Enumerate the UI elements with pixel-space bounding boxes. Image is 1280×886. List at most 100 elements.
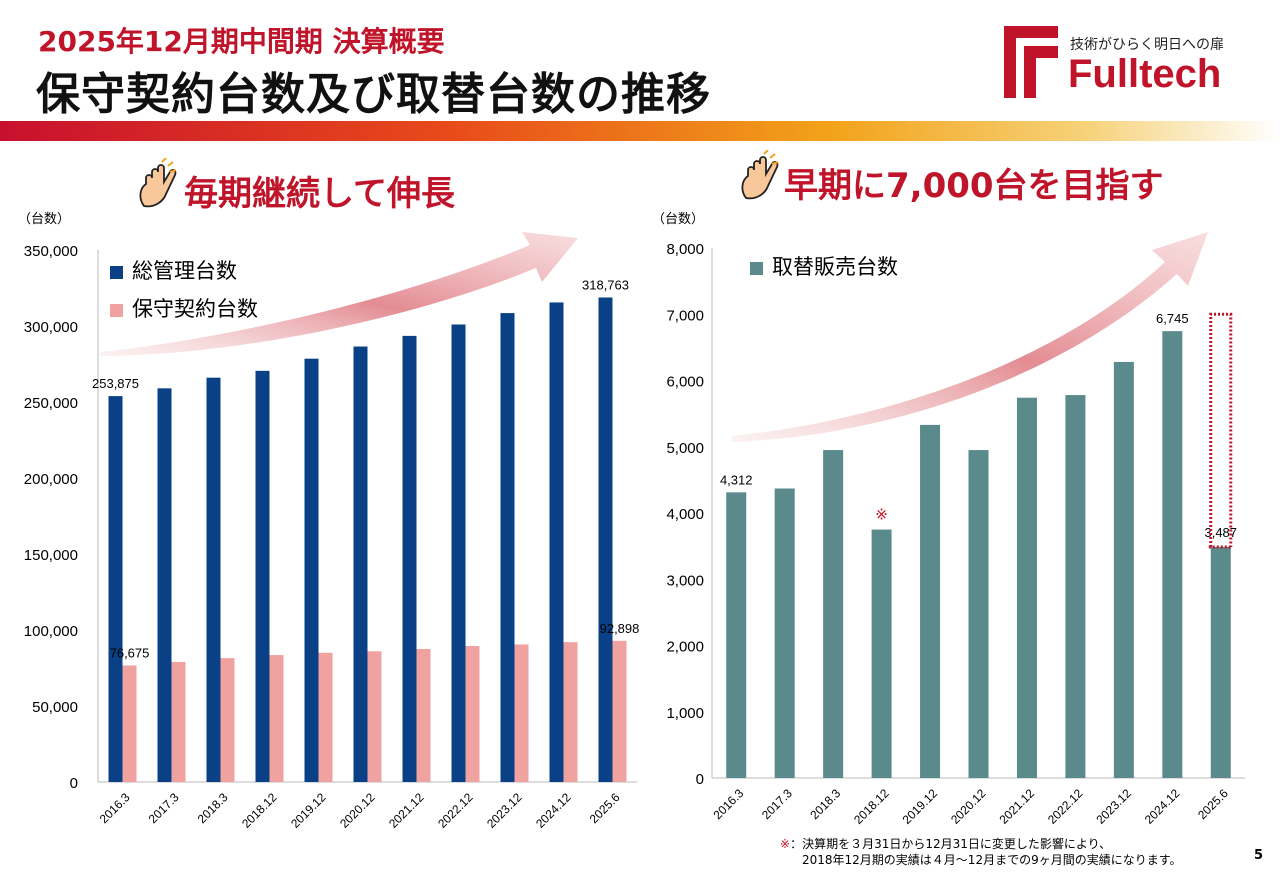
x-tick-label: 2018.12: [851, 786, 892, 827]
x-tick-label: 2022.12: [435, 790, 476, 831]
y-tick-label: 150,000: [24, 547, 78, 564]
bar-series-b: [318, 652, 333, 782]
y-tick-label: 8,000: [666, 241, 704, 258]
bar-series-a: [206, 377, 221, 782]
x-tick-label: 2023.12: [1093, 786, 1134, 827]
legend-swatch: [750, 262, 763, 275]
x-tick-label: 2019.12: [900, 786, 941, 827]
page-title: 保守契約台数及び取替台数の推移: [36, 69, 711, 120]
legend-swatch: [110, 266, 123, 279]
bar-series-b: [465, 645, 480, 782]
y-tick-label: 7,000: [666, 307, 704, 324]
x-tick-label: 2018.3: [807, 786, 843, 822]
bar-series-b: [416, 649, 431, 782]
bar-series-a: [823, 450, 844, 778]
bar-series-b: [220, 658, 235, 782]
bar-series-a: [402, 335, 417, 782]
y-tick-label: 1,000: [666, 705, 704, 722]
x-tick-label: 2020.12: [948, 786, 989, 827]
bar-series-a: [920, 424, 941, 778]
bar-series-a: [1162, 331, 1183, 778]
x-tick-label: 2024.12: [533, 790, 574, 831]
left-unit-label: （台数）: [18, 212, 71, 227]
bar-series-b: [171, 661, 186, 782]
right-bar-chart: 0 1,000 2,000 3,000 4,000 5,000 6,000 7,000 8,00…: [666, 232, 1245, 827]
footnote-line-1: ：決算期を３月31日から12月31日に変更した影響により、: [790, 837, 1112, 851]
footnote-line-2: 2018年12月期の実績は４月～12月までの9ヶ月間の実績になります。: [802, 853, 1182, 867]
page-subtitle: 2025年12月期中間期 決算概要: [38, 25, 445, 58]
y-tick-label: 4,000: [666, 506, 704, 523]
bar-series-b: [514, 644, 529, 782]
title-gradient-bar: [0, 121, 1280, 141]
bar-series-b: [563, 642, 578, 782]
x-tick-label: 2022.12: [1045, 786, 1086, 827]
logo-name: Fulltech: [1068, 52, 1222, 96]
bar-series-b: [612, 640, 627, 782]
bar-series-a: [108, 396, 123, 782]
annotation-mark: ※: [875, 507, 888, 524]
y-tick-label: 0: [70, 775, 78, 792]
bar-series-a: [549, 302, 564, 782]
bar-series-b: [122, 665, 137, 782]
x-tick-label: 2017.3: [146, 790, 182, 826]
x-tick-label: 2016.3: [97, 790, 133, 826]
target-dotted-box: [1209, 312, 1233, 547]
footnote-mark: ※: [780, 837, 791, 851]
x-tick-label: 2021.12: [386, 790, 427, 831]
bar-series-a: [1113, 361, 1134, 778]
bar-series-a: [968, 450, 989, 778]
data-label: 76,675: [110, 645, 150, 660]
page-number: 5: [1254, 848, 1264, 863]
pointing-hand-icon: [139, 158, 177, 208]
fulltech-logo: [1004, 26, 1058, 98]
x-tick-label: 2023.12: [484, 790, 525, 831]
bar-series-a: [451, 324, 466, 782]
bar-series-a: [774, 488, 795, 778]
growth-arrow: [732, 232, 1208, 442]
bar-series-a: [598, 297, 613, 782]
x-tick-label: 2016.3: [710, 786, 746, 822]
data-label: 318,763: [582, 277, 629, 292]
logo-mark-icon: [1004, 26, 1058, 98]
x-tick-label: 2021.12: [996, 786, 1037, 827]
legend-swatch: [110, 304, 123, 317]
bar-series-a: [726, 492, 747, 778]
x-tick-label: 2025.6: [1195, 786, 1231, 822]
data-label: 6,745: [1156, 311, 1189, 326]
left-bar-chart: 0 50,000 100,000 150,000 200,000 250,000 300,0…: [24, 232, 640, 831]
right-unit-label: （台数）: [652, 212, 705, 227]
legend-label: 総管理台数: [132, 260, 237, 283]
x-tick-label: 2019.12: [288, 790, 329, 831]
x-tick-label: 2017.3: [759, 786, 795, 822]
y-tick-label: 6,000: [666, 374, 704, 391]
bar-series-a: [1065, 395, 1086, 778]
data-label: 253,875: [92, 376, 139, 391]
right-headline: 早期に7,000台を目指す: [784, 166, 1164, 206]
data-label: 4,312: [720, 472, 753, 487]
x-tick-label: 2025.6: [587, 790, 623, 826]
bar-series-a: [255, 370, 270, 782]
footnote: ※：決算期を３月31日から12月31日に変更した影響により、 2018年12月期…: [780, 836, 1182, 868]
y-tick-label: 300,000: [24, 319, 78, 336]
y-tick-label: 200,000: [24, 471, 78, 488]
x-tick-label: 2020.12: [337, 790, 378, 831]
x-tick-label: 2024.12: [1142, 786, 1183, 827]
y-tick-label: 5,000: [666, 440, 704, 457]
y-tick-label: 350,000: [24, 243, 78, 260]
pointing-hand-icon: [741, 150, 779, 200]
x-tick-label: 2018.3: [195, 790, 231, 826]
bar-series-a: [871, 529, 892, 778]
x-tick-label: 2018.12: [239, 790, 280, 831]
bar-series-a: [353, 346, 368, 782]
y-tick-label: 3,000: [666, 572, 704, 589]
y-tick-label: 100,000: [24, 623, 78, 640]
bar-series-a: [157, 388, 172, 782]
data-label: 92,898: [600, 621, 640, 636]
bar-series-b: [367, 651, 382, 782]
y-tick-label: 2,000: [666, 639, 704, 656]
bar-series-a: [1210, 546, 1231, 778]
y-tick-label: 250,000: [24, 395, 78, 412]
bar-series-b: [269, 655, 284, 782]
legend-label: 取替販売台数: [772, 256, 898, 279]
left-headline: 毎期継続して伸長: [184, 174, 455, 214]
